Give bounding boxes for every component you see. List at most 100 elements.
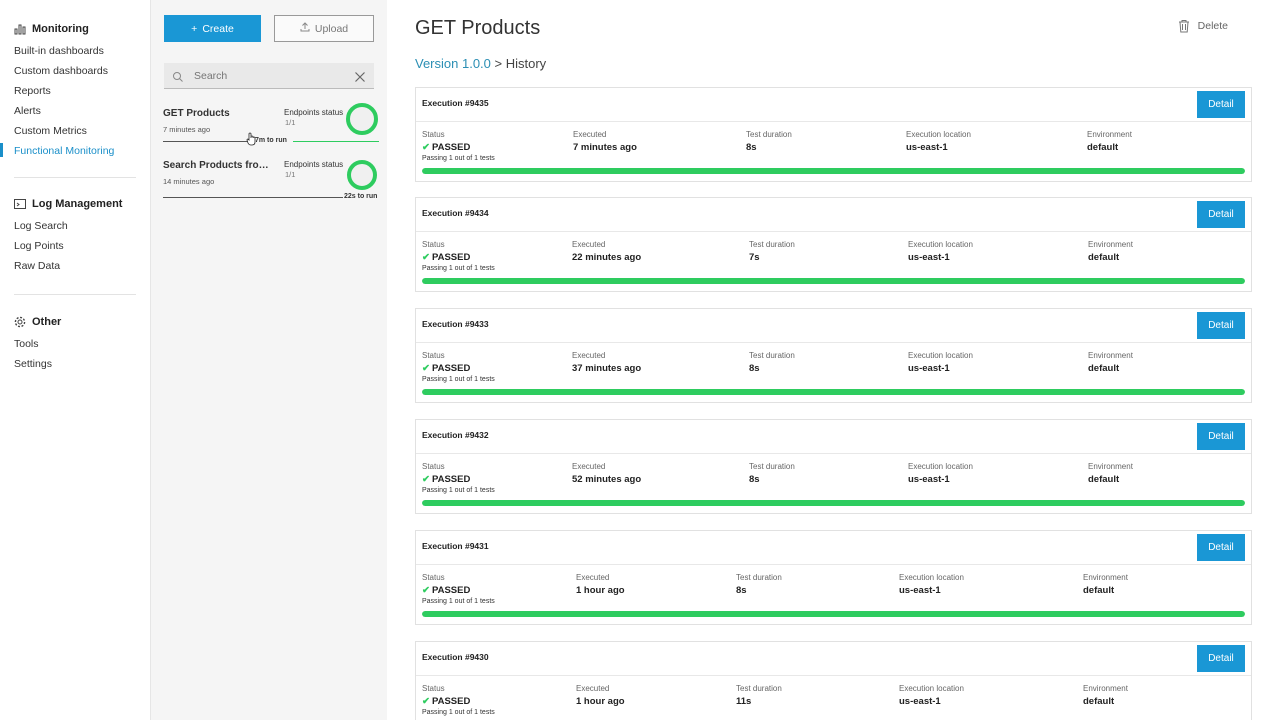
execution-location: Execution location us-east-1	[908, 462, 973, 485]
detail-button[interactable]: Detail	[1197, 423, 1245, 450]
sidebar-item-functional-monitoring[interactable]: Functional Monitoring	[14, 145, 115, 157]
environment-value: default	[1083, 696, 1115, 707]
execution-environment: Environment default	[1087, 130, 1132, 153]
detail-button[interactable]: Detail	[1197, 312, 1245, 339]
duration-value: 8s	[749, 474, 760, 485]
active-indicator	[0, 143, 3, 157]
breadcrumb-version-link[interactable]: Version 1.0.0	[415, 56, 491, 71]
duration-label: Test duration	[749, 240, 795, 249]
test-progress-bar	[422, 389, 1245, 395]
sidebar-item-built-in-dashboards[interactable]: Built-in dashboards	[14, 45, 104, 57]
passing-summary: Passing 1 out of 1 tests	[422, 487, 495, 494]
environment-value: default	[1087, 142, 1119, 153]
monitor-list-panel: + Create Upload GET Products 7 minutes a…	[151, 0, 387, 720]
executed-value: 52 minutes ago	[572, 474, 642, 485]
location-value: us-east-1	[899, 585, 941, 596]
status-label: Status	[422, 351, 445, 360]
duration-label: Test duration	[749, 351, 795, 360]
location-label: Execution location	[906, 130, 971, 139]
detail-button[interactable]: Detail	[1197, 201, 1245, 228]
sidebar-item-reports[interactable]: Reports	[14, 85, 51, 97]
execution-duration: Test duration 7s	[749, 240, 795, 263]
card-divider	[416, 342, 1251, 343]
nav-head-log-management[interactable]: Log Management	[14, 196, 122, 212]
execution-environment: Environment default	[1088, 462, 1133, 485]
breadcrumb-current: History	[505, 56, 547, 71]
check-icon: ✔	[422, 585, 430, 596]
location-label: Execution location	[908, 462, 973, 471]
execution-status: Status ✔ PASSED	[422, 240, 470, 263]
nav-head-other[interactable]: Other	[14, 314, 61, 330]
search-input[interactable]	[194, 69, 354, 82]
monitor-card[interactable]: Search Products from ... 14 minutes ago …	[163, 160, 385, 210]
card-divider	[416, 121, 1251, 122]
sidebar-divider	[14, 177, 136, 178]
execution-title: Execution #9435	[422, 98, 489, 108]
execution-duration: Test duration 11s	[736, 684, 782, 707]
test-progress-fill	[422, 278, 1245, 284]
create-button[interactable]: + Create	[164, 15, 261, 42]
execution-title: Execution #9432	[422, 430, 489, 440]
breadcrumb-separator: >	[494, 56, 503, 71]
execution-card: Execution #9433 Detail Status ✔ PASSED Execut…	[415, 308, 1252, 403]
executed-label: Executed	[576, 573, 610, 582]
execution-title: Execution #9431	[422, 541, 489, 551]
run-progress-remaining	[293, 141, 379, 142]
sidebar-item-settings[interactable]: Settings	[14, 358, 52, 370]
executed-value: 7 minutes ago	[573, 142, 637, 153]
run-progress-elapsed	[163, 141, 255, 142]
environment-value: default	[1083, 585, 1115, 596]
execution-location: Execution location us-east-1	[899, 573, 964, 596]
detail-button[interactable]: Detail	[1197, 91, 1245, 118]
delete-button[interactable]: Delete	[1178, 19, 1228, 33]
environment-value: default	[1088, 363, 1120, 374]
execution-title: Execution #9434	[422, 208, 489, 218]
sidebar-item-log-points[interactable]: Log Points	[14, 240, 64, 252]
monitor-card[interactable]: GET Products 7 minutes ago Endpoints sta…	[163, 103, 385, 158]
endpoints-status-label: Endpoints status	[284, 108, 344, 117]
clear-search-icon[interactable]	[354, 70, 366, 82]
execution-environment: Environment default	[1088, 240, 1133, 263]
nav-group-monitoring: Monitoring Built-in dashboards Custom da…	[14, 21, 114, 161]
execution-executed: Executed 37 minutes ago	[572, 351, 641, 374]
passing-summary: Passing 1 out of 1 tests	[422, 265, 495, 272]
execution-status: Status ✔ PASSED	[422, 351, 470, 374]
duration-value: 11s	[736, 696, 752, 707]
status-value: ✔ PASSED	[422, 252, 470, 263]
sidebar-item-tools[interactable]: Tools	[14, 338, 39, 350]
sidebar-item-custom-metrics[interactable]: Custom Metrics	[14, 125, 87, 137]
executed-value: 1 hour ago	[576, 585, 625, 596]
location-label: Execution location	[899, 573, 964, 582]
duration-value: 8s	[746, 142, 757, 153]
plus-icon: +	[191, 22, 198, 35]
upload-icon	[300, 22, 310, 35]
status-value: ✔ PASSED	[422, 363, 470, 374]
card-divider	[416, 453, 1251, 454]
trash-icon	[1178, 19, 1190, 33]
sidebar-item-alerts[interactable]: Alerts	[14, 105, 41, 117]
upload-button[interactable]: Upload	[274, 15, 374, 42]
sidebar-item-custom-dashboards[interactable]: Custom dashboards	[14, 65, 108, 77]
duration-value: 7s	[749, 252, 760, 263]
execution-environment: Environment default	[1083, 684, 1128, 707]
sidebar-item-raw-data[interactable]: Raw Data	[14, 260, 61, 272]
execution-card: Execution #9435 Detail Status ✔ PASSED Execut…	[415, 87, 1252, 182]
nav-head-monitoring[interactable]: Monitoring	[14, 21, 114, 37]
detail-button[interactable]: Detail	[1197, 645, 1245, 672]
detail-button[interactable]: Detail	[1197, 534, 1245, 561]
endpoints-status-value: 1/1	[285, 170, 296, 179]
test-progress-fill	[422, 168, 1245, 174]
run-progress-elapsed	[163, 197, 343, 198]
sidebar-item-log-search[interactable]: Log Search	[14, 220, 68, 232]
status-value: ✔ PASSED	[422, 474, 470, 485]
search-icon	[172, 70, 184, 82]
execution-status: Status ✔ PASSED	[422, 462, 470, 485]
location-label: Execution location	[899, 684, 964, 693]
execution-title: Execution #9430	[422, 652, 489, 662]
run-countdown: 7m to run	[255, 137, 287, 144]
execution-card: Execution #9432 Detail Status ✔ PASSED Execut…	[415, 419, 1252, 514]
nav-group-other: Other Tools Settings	[14, 314, 61, 374]
bar-chart-icon	[14, 23, 26, 35]
execution-duration: Test duration 8s	[746, 130, 792, 153]
run-countdown: 22s to run	[344, 193, 378, 200]
